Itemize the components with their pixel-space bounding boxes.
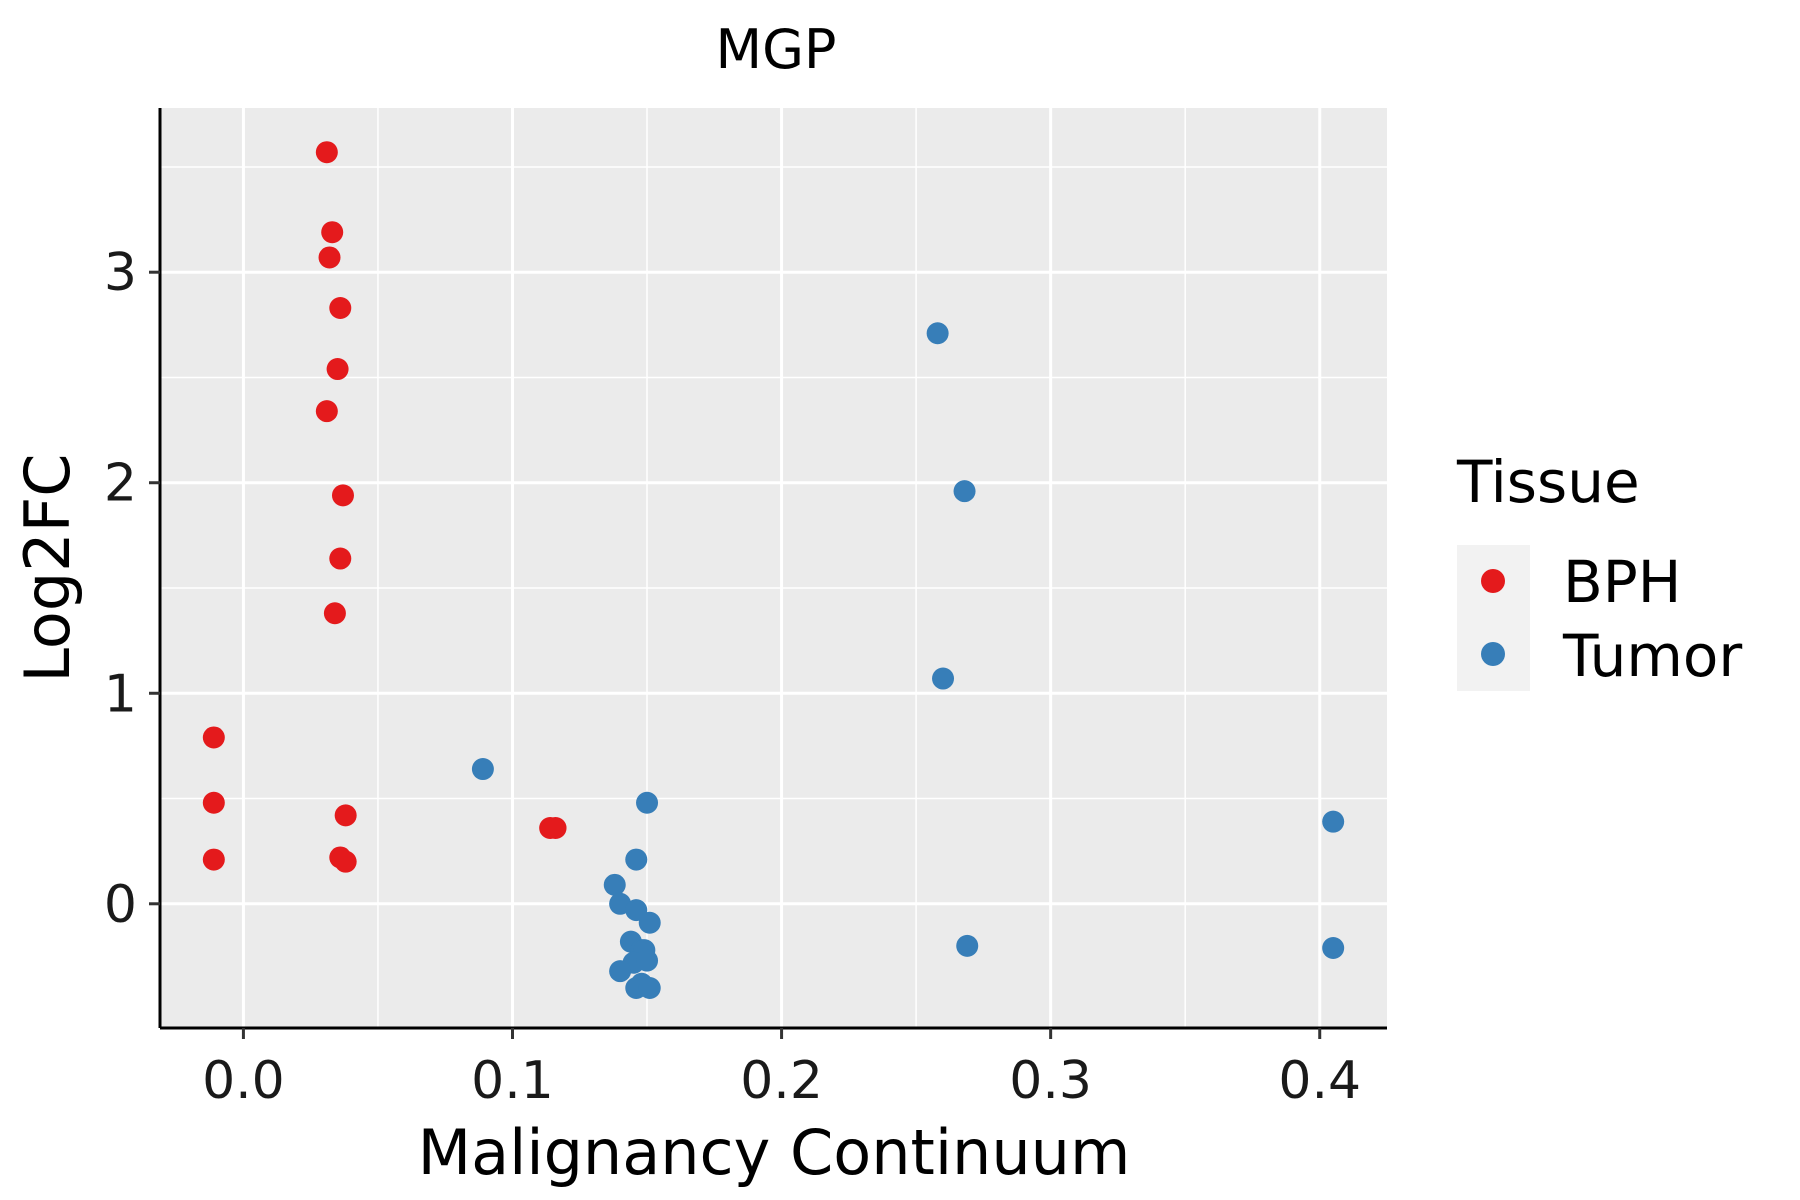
point-tumor: [625, 848, 648, 871]
point-bph: [315, 141, 338, 164]
point-bph: [544, 817, 567, 839]
axis-ticks: 0.0 0.1 0.2 0.3 0.4 0 1 2 3: [104, 243, 1361, 1111]
point-bph: [329, 297, 352, 319]
y-tick-label: 1: [104, 664, 137, 724]
point-tumor: [926, 322, 949, 345]
legend: Tissue BPH Tumor: [1456, 448, 1742, 691]
point-tumor: [609, 960, 632, 983]
x-tick-label: 0.2: [740, 1051, 823, 1111]
point-tumor: [1322, 937, 1345, 959]
legend-label-bph: BPH: [1563, 548, 1681, 616]
point-bph: [321, 221, 344, 244]
point-bph: [334, 804, 357, 827]
point-tumor: [638, 911, 661, 934]
point-bph: [323, 602, 346, 625]
x-tick-label: 0.1: [471, 1051, 554, 1111]
point-tumor: [953, 480, 976, 503]
point-tumor: [956, 934, 979, 957]
y-tick-label: 0: [104, 875, 137, 935]
x-tick-label: 0.3: [1009, 1051, 1092, 1111]
y-tick-label: 2: [104, 454, 137, 514]
legend-title: Tissue: [1456, 448, 1640, 516]
point-tumor: [471, 758, 494, 781]
point-tumor: [638, 977, 661, 999]
legend-marker-tumor: [1481, 642, 1505, 666]
point-bph: [326, 358, 349, 381]
data-points: [202, 141, 1345, 999]
point-tumor: [603, 873, 626, 896]
gridlines: [160, 108, 1387, 1028]
x-tick-label: 0.0: [202, 1051, 285, 1111]
chart-title: MGP: [716, 18, 837, 81]
legend-label-tumor: Tumor: [1562, 622, 1742, 690]
x-tick-label: 0.4: [1278, 1051, 1361, 1111]
point-bph: [202, 791, 225, 814]
legend-key-background: [1457, 545, 1530, 691]
point-tumor: [636, 791, 659, 814]
legend-marker-bph: [1481, 569, 1505, 593]
point-bph: [202, 726, 225, 749]
point-tumor: [932, 667, 955, 690]
point-tumor: [636, 949, 659, 972]
point-bph: [331, 484, 354, 507]
x-axis-label: Malignancy Continuum: [418, 1116, 1131, 1189]
point-bph: [202, 848, 225, 871]
point-bph: [334, 850, 357, 873]
plot-background: [160, 108, 1387, 1028]
y-axis-label: Log2FC: [11, 453, 84, 682]
point-tumor: [1322, 810, 1345, 833]
y-tick-label: 3: [104, 243, 137, 303]
point-bph: [318, 246, 341, 269]
point-bph: [329, 547, 352, 570]
point-bph: [315, 400, 338, 423]
